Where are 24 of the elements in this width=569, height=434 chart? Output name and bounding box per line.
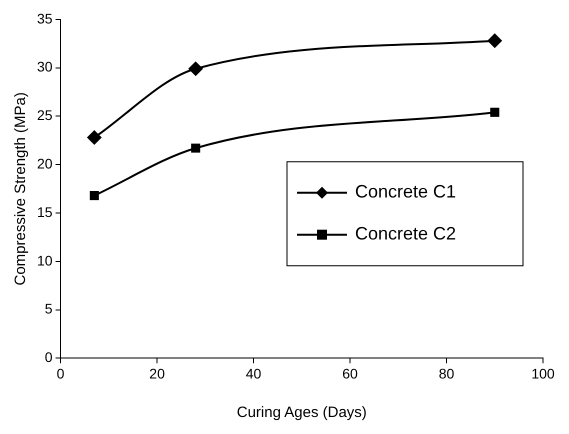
x-tick-label: 100 (531, 365, 555, 382)
x-tick-label: 20 (149, 365, 166, 382)
y-axis-title: Compressive Strength (MPa) (12, 92, 30, 286)
point (87, 130, 102, 144)
y-tick-label: 35 (36, 10, 53, 26)
point (90, 191, 99, 200)
x-tick-label: 60 (342, 365, 358, 382)
y-tick-label: 0 (44, 349, 53, 366)
y-tick-label: 30 (36, 58, 53, 75)
legend-label: Concrete C1 (355, 182, 456, 202)
x-tick-label: 80 (438, 365, 455, 382)
y-tick-label: 15 (36, 204, 53, 220)
x-axis-title: Curing Ages (Days) (236, 404, 367, 422)
legend-label: Concrete C2 (355, 224, 456, 244)
y-tick-label: 10 (36, 252, 53, 268)
y-tick-label: 20 (36, 155, 53, 172)
y-tick-label: 5 (44, 300, 53, 317)
x-tick-label: 0 (56, 365, 65, 382)
x-tick-label: 40 (246, 365, 262, 382)
y-tick-label: 25 (36, 107, 53, 124)
point (191, 144, 200, 153)
point (490, 108, 500, 117)
point (188, 62, 203, 76)
point (488, 34, 502, 48)
